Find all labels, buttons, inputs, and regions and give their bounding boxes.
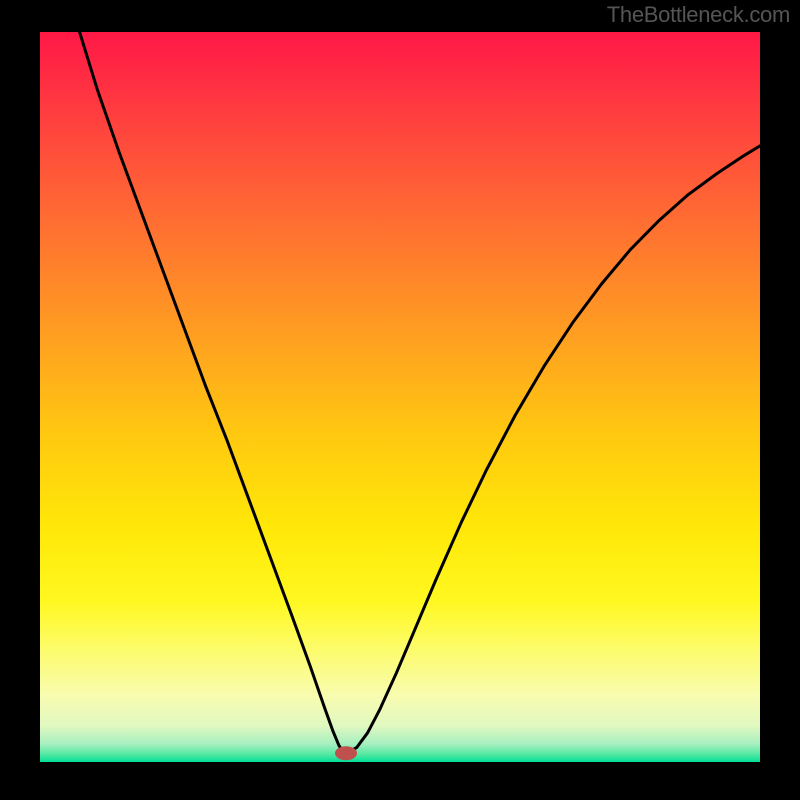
chart-curve <box>40 32 760 762</box>
chart-frame <box>40 32 760 762</box>
chart-container: TheBottleneck.com <box>0 0 800 800</box>
valley-marker <box>335 746 357 760</box>
watermark-text: TheBottleneck.com <box>607 2 790 28</box>
